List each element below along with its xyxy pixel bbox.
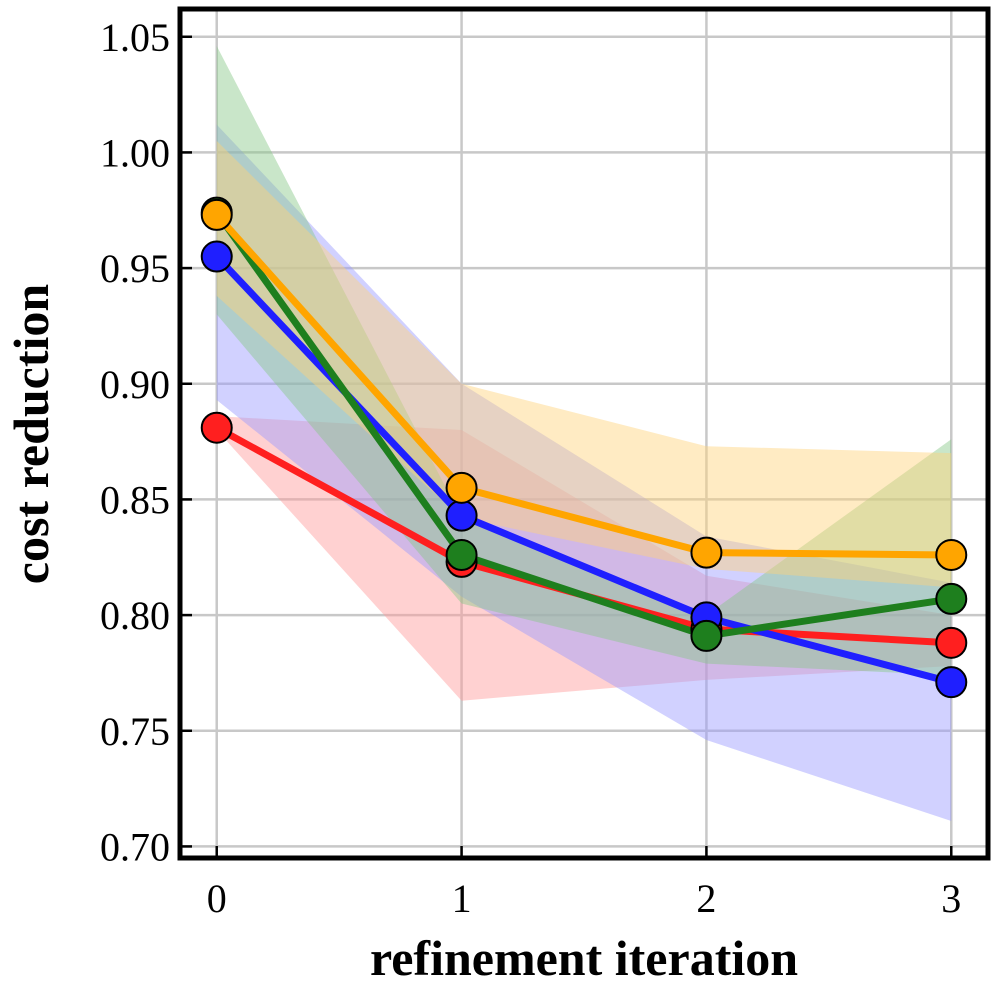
point-green [690,619,723,652]
y-tick-label: 1.05 [100,15,170,60]
y-tick-label: 0.85 [100,477,170,522]
y-tick-label: 0.80 [100,593,170,638]
x-tick-label: 1 [452,876,472,921]
y-tick-label: 0.75 [100,709,170,754]
point-orange [200,198,233,231]
band-green [216,46,952,676]
y-tick-label: 0.95 [100,246,170,291]
point-orange [690,536,723,569]
plot-frame [177,6,991,861]
band-orange [216,140,952,588]
y-axis-label: cost reduction [3,284,59,585]
y-tick-label: 0.90 [100,362,170,407]
point-orange [445,471,478,504]
axis-ticks: 0.70 0.75 0.80 0.85 0.90 0.95 1.00 1.05 0 1 2 3 [100,15,961,921]
series-markers [200,196,968,699]
point-red [200,411,233,444]
point-green [445,538,478,571]
line-green [213,209,955,640]
x-tick-label: 2 [696,876,716,921]
y-tick-label: 0.70 [100,824,170,869]
line-orange [213,211,955,559]
confidence-bands [216,46,952,821]
x-tick-label: 3 [941,876,961,921]
band-blue [216,124,952,821]
point-orange [935,538,968,571]
point-green [935,582,968,615]
x-tick-label: 0 [207,876,227,921]
point-blue [445,499,478,532]
x-axis-label: refinement iteration [370,930,798,986]
point-red [935,626,968,659]
series-lines [213,209,955,686]
y-tick-label: 1.00 [100,130,170,175]
point-blue [935,666,968,699]
point-blue [200,240,233,273]
